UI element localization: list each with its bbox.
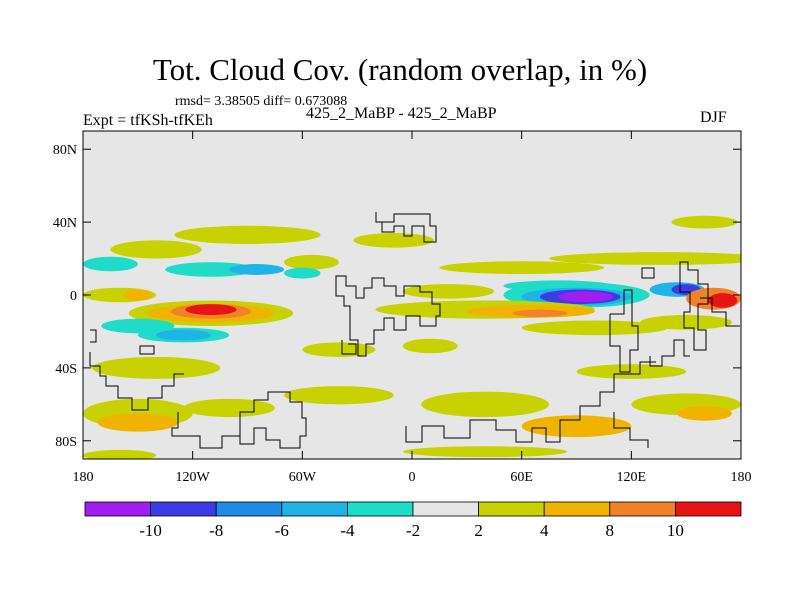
colorbar-segment-3	[281, 501, 348, 517]
anomaly-region-37	[402, 338, 458, 354]
anomaly-region-9	[229, 264, 285, 275]
coastline-south-america	[341, 340, 357, 355]
y-tick-label: 40S	[55, 362, 77, 377]
anomaly-region-41	[183, 398, 275, 418]
colorbar-label: 10	[667, 521, 684, 540]
x-tick-label: 180	[731, 470, 752, 485]
experiment-label: Expt = tfKSh-tfKEh	[83, 112, 213, 129]
colorbar-label: -8	[209, 521, 223, 540]
colorbar: -10 -8 -6 -4 -2 2 4 8 10	[84, 501, 742, 540]
coastline-southern-ocean	[171, 391, 307, 449]
anomaly-region-26	[185, 304, 237, 316]
y-tick-label: 40N	[53, 216, 77, 231]
y-tick-label: 0	[70, 289, 77, 304]
coastline-south-pacific	[89, 352, 184, 411]
anomaly-region-22	[708, 293, 738, 308]
anomaly-region-32	[156, 329, 211, 341]
colorbar-label: 8	[606, 521, 615, 540]
colorbar-label: -4	[340, 521, 355, 540]
anomaly-region-34	[640, 315, 732, 330]
anomaly-region-8	[165, 262, 257, 277]
anomaly-region-7	[83, 256, 138, 272]
anomaly-region-35	[92, 356, 221, 379]
anomaly-region-10	[284, 267, 321, 279]
y-tick-label: 80N	[53, 143, 77, 158]
anomaly-region-44	[521, 415, 632, 438]
coastline-west	[90, 329, 97, 343]
colorbar-segment-9	[675, 501, 742, 517]
colorbar-segment-1	[150, 501, 217, 517]
colorbar-segment-2	[215, 501, 283, 517]
coastline-antarctic-east	[613, 412, 649, 448]
colorbar-segment-0	[84, 501, 151, 517]
comparison-label: 425_2_MaBP - 425_2_MaBP	[306, 105, 497, 122]
colorbar-segment-5	[412, 501, 479, 517]
anomaly-region-47	[83, 449, 157, 459]
anomaly-region-48	[402, 446, 568, 458]
anomaly-region-43	[421, 391, 550, 418]
season-label: DJF	[700, 109, 727, 126]
anomaly-region-18	[558, 291, 614, 303]
anomaly-region-42	[284, 386, 394, 405]
coastline-north-america	[375, 212, 437, 243]
coastline-outline	[89, 212, 740, 449]
x-tick-label: 60E	[510, 470, 533, 485]
colorbar-label: 2	[474, 521, 483, 540]
x-tick-label: 120E	[617, 470, 647, 485]
x-tick-label: 0	[409, 470, 416, 485]
colorbar-label: -2	[406, 521, 420, 540]
anomaly-region-46	[677, 406, 732, 421]
coastline-maritime	[609, 289, 639, 373]
colorbar-segment-4	[346, 501, 414, 517]
anomaly-region-40	[97, 413, 179, 432]
x-tick-label: 180	[73, 470, 94, 485]
anomaly-region-14	[402, 284, 495, 299]
anomaly-region-4	[353, 233, 434, 248]
coastline-island-a	[139, 345, 155, 355]
anomaly-region-36	[302, 342, 376, 357]
anomaly-region-5	[439, 261, 604, 275]
anomaly-region-0	[549, 252, 741, 265]
y-tick-label: 80S	[55, 435, 77, 450]
axis-ticks: 180 120W 60W 0 60E 120E 180 80N 40N 0 40S 80S	[53, 131, 752, 485]
anomaly-region-33	[521, 320, 668, 336]
colorbar-label: -6	[275, 521, 289, 540]
coastline-island-b	[700, 297, 740, 327]
colorbar-segment-7	[543, 501, 611, 517]
colorbar-label: -10	[139, 521, 162, 540]
chart-title: Tot. Cloud Cov. (random overlap, in %)	[152, 52, 648, 87]
coastline-western-pacific	[649, 339, 690, 367]
colorbar-label: 4	[540, 521, 549, 540]
anomaly-region-38	[576, 364, 687, 379]
coastline-east-asia	[679, 261, 709, 351]
colorbar-segment-8	[609, 501, 676, 517]
colorbar-segment-6	[478, 501, 545, 517]
coastline-pacific	[641, 267, 655, 279]
anomaly-field	[83, 215, 741, 459]
x-tick-label: 60W	[289, 470, 317, 485]
anomaly-region-13	[123, 289, 153, 301]
anomaly-region-29	[512, 309, 568, 317]
x-tick-label: 120W	[176, 470, 211, 485]
anomaly-region-2	[174, 225, 321, 244]
statistics-label: rmsd= 3.38505 diff= 0.673088	[175, 94, 348, 109]
coastline-southern-ocean-east	[405, 361, 656, 443]
coastline-central-america	[335, 275, 441, 357]
anomaly-region-6	[671, 215, 738, 229]
anomaly-region-1	[110, 240, 202, 259]
anomaly-region-3	[284, 254, 339, 270]
